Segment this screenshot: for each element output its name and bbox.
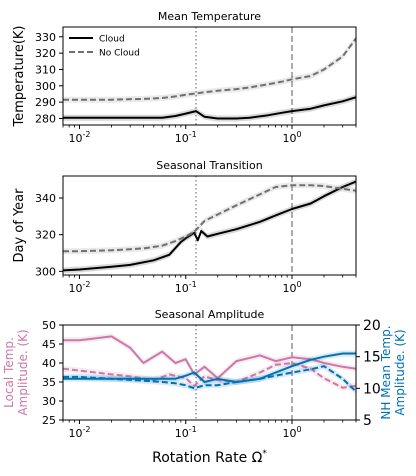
y-tick-label: 35 (42, 376, 56, 389)
y-tick-label: 50 (42, 319, 56, 332)
y-tick-label: 45 (42, 338, 56, 351)
x-tick-label: 10-1 (175, 425, 197, 440)
y-tick-label: 290 (35, 96, 56, 109)
series-line-2 (63, 184, 356, 253)
legend-label: No Cloud (99, 49, 140, 59)
chart-panel-2: Seasonal Transition 10-2 10-1 100 300 320 340 D… (12, 159, 357, 295)
axes-frame (62, 324, 357, 421)
y-axis-label: Day of Year (12, 188, 27, 263)
chart-panel-1: Mean Temperature 10-2 10-1 100 280 290 300 310 3… (12, 10, 357, 145)
series-band-2 (63, 35, 356, 103)
series-line-2 (63, 37, 356, 101)
y-tick-label: 30 (42, 395, 56, 408)
x-axis-label: Rotation Rate Ω* (152, 449, 267, 466)
series-band-3 (63, 350, 356, 385)
y-axis-label: Local Temp.Amplitude. (K) (2, 329, 30, 415)
legend-label: Cloud (99, 35, 125, 45)
y-tick-label: 300 (35, 265, 56, 278)
y2-tick-label: 10 (363, 381, 381, 397)
axes-frame (62, 26, 357, 126)
series-line-1 (63, 96, 356, 120)
axes-frame (62, 175, 357, 276)
y-tick-label: 340 (35, 192, 56, 205)
series-band-1 (63, 94, 356, 122)
chart-title: Seasonal Transition (156, 159, 262, 172)
y-tick-label: 280 (35, 112, 56, 125)
y2-tick-label: 15 (363, 350, 381, 366)
y-tick-label: 320 (35, 229, 56, 242)
series-line-4 (63, 365, 356, 393)
chart-panel-3: Seasonal Amplitude 10-2 10-1 100 25 30 35 40 45 5… (2, 308, 407, 466)
legend: Cloud No Cloud (69, 35, 140, 59)
y2-tick-label: 20 (363, 318, 381, 334)
y2-axis-label: NH Mean Temp.Amplitude. (K) (379, 325, 407, 419)
x-tick-label: 100 (282, 425, 301, 440)
plot-area (63, 333, 356, 395)
series-band-1 (63, 178, 356, 274)
x-tick-label: 10-2 (68, 130, 90, 145)
plot-area (63, 178, 356, 274)
x-tick-label: 10-1 (175, 130, 197, 145)
x-tick-label: 10-2 (68, 280, 90, 295)
series-band-2 (63, 360, 356, 391)
x-tick-label: 10-1 (175, 280, 197, 295)
y-tick-label: 40 (42, 357, 56, 370)
y-tick-label: 330 (35, 31, 56, 44)
chart-title: Mean Temperature (158, 10, 261, 23)
x-tick-label: 10-2 (68, 425, 90, 440)
series-line-3 (63, 352, 356, 383)
plot-area (63, 35, 356, 122)
y-tick-label: 25 (42, 414, 56, 427)
series-line-1 (63, 180, 356, 272)
y-axis-label: Temperature(K) (12, 25, 27, 127)
series-line-2 (63, 362, 356, 389)
y-tick-label: 300 (35, 80, 56, 93)
y-tick-label: 310 (35, 63, 56, 76)
x-tick-label: 100 (282, 130, 301, 145)
y2-tick-label: 5 (363, 413, 372, 429)
chart-title: Seasonal Amplitude (155, 308, 265, 321)
y-tick-label: 320 (35, 47, 56, 60)
x-tick-label: 100 (282, 280, 301, 295)
